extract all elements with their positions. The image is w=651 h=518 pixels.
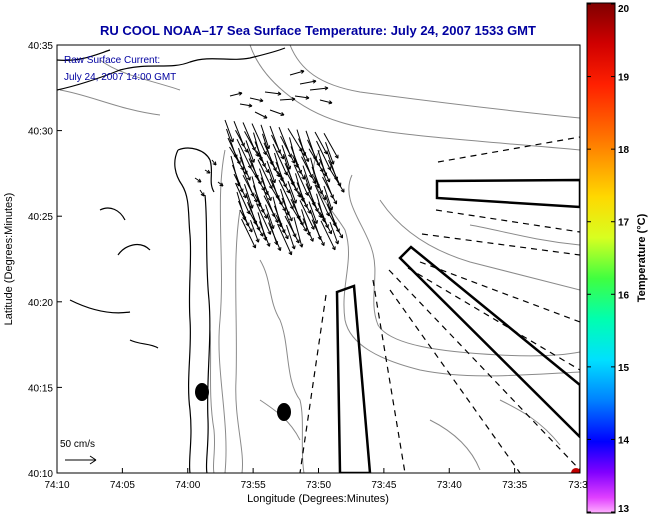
y-tick-label: 40:25 [28,212,53,223]
station-marker [277,403,291,421]
y-axis-ticks: 40:35 40:30 40:25 40:20 40:15 40:10 [28,41,62,480]
x-tick-label: 74:10 [44,480,69,491]
scale-label: 50 cm/s [60,439,95,450]
annotation-line-2: July 24, 2007 14:00 GMT [64,72,176,83]
colorbar-ticks: 20 19 18 17 16 15 14 13 [587,3,630,515]
colorbar-tick-label: 14 [618,435,630,446]
colorbar-tick-label: 17 [618,218,630,229]
x-tick-label: 74:05 [110,480,135,491]
y-tick-label: 40:35 [28,41,53,52]
figure-title: RU COOL NOAA–17 Sea Surface Temperature:… [100,23,536,38]
colorbar-label: Temperature (°C) [636,213,648,302]
x-axis-ticks: 74:10 74:05 74:00 73:55 73:50 73:45 73:40 73:35… [44,468,588,491]
annotation-line-1: Raw Surface Current: [64,55,160,66]
x-tick-label: 73:35 [502,480,527,491]
x-tick-label: 73:50 [306,480,331,491]
y-tick-label: 40:15 [28,383,53,394]
x-tick-label: 73:45 [371,480,396,491]
colorbar-tick-label: 18 [618,145,630,156]
colorbar-tick-label: 20 [618,4,630,15]
y-tick-label: 40:30 [28,127,53,138]
coastline [57,47,286,473]
survey-overlays [299,136,580,473]
y-axis-label: Latitude (Degrees:Minutes) [3,193,15,326]
station-marker [195,383,209,401]
scale-arrow [65,455,97,465]
colorbar-tick-label: 19 [618,73,630,84]
x-tick-label: 73:40 [437,480,462,491]
y-tick-label: 40:10 [28,469,53,480]
x-axis-label: Longitude (Degrees:Minutes) [247,493,389,505]
colorbar [586,2,616,514]
current-vectors [194,69,345,256]
x-tick-label: 73:3 [568,480,588,491]
colorbar-tick-label: 15 [618,363,630,374]
colorbar-tick-label: 13 [618,504,630,515]
x-tick-label: 73:55 [241,480,266,491]
colorbar-tick-label: 16 [618,290,630,301]
x-tick-label: 74:00 [175,480,200,491]
sst-patch [571,468,580,473]
y-tick-label: 40:20 [28,298,53,309]
map-plot-area [57,45,580,473]
